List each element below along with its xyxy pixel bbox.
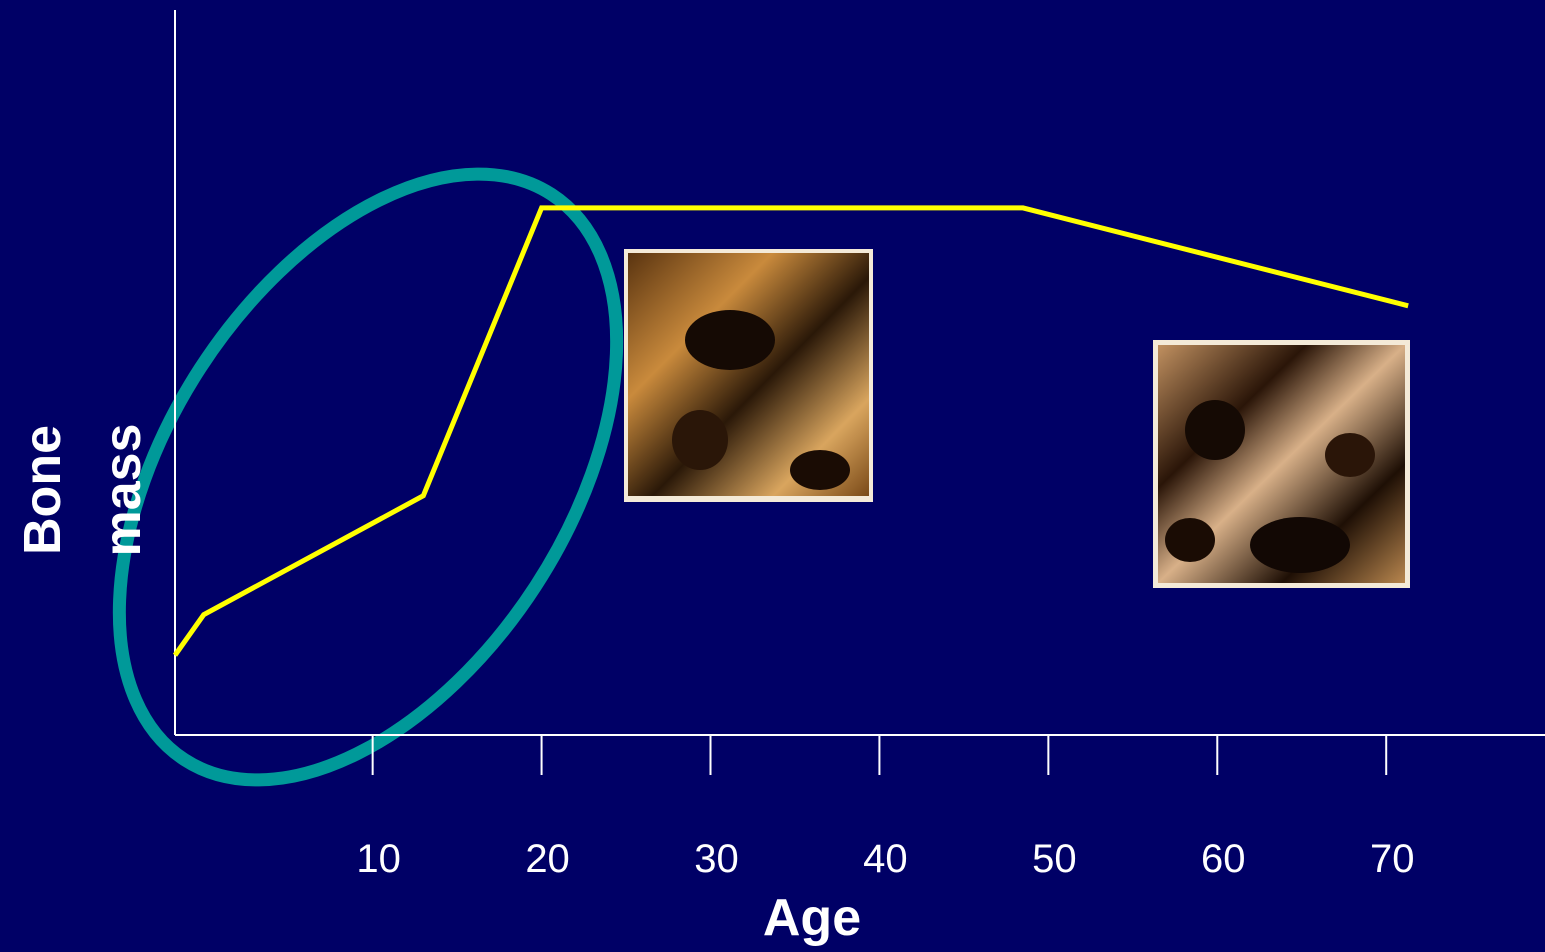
page: 10203040506070AgeBonemass (() => { const… [0, 0, 1545, 952]
x-tick-label: 50 [1032, 837, 1077, 881]
x-tick-label: 10 [356, 837, 401, 881]
chart: 10 20 30 40 50 60 70 Age Bone mass [0, 0, 1545, 952]
x-tick-label: 60 [1201, 837, 1246, 881]
x-tick-label: 70 [1370, 837, 1415, 881]
x-axis-title: Age [763, 889, 861, 947]
x-tick-label: 30 [694, 837, 739, 881]
y-axis-title: mass [94, 424, 152, 557]
bone-photo [1153, 340, 1410, 588]
x-tick-label: 20 [525, 837, 570, 881]
x-tick-label: 40 [863, 837, 908, 881]
bone-photo [624, 249, 873, 502]
y-axis-title: Bone [14, 425, 72, 555]
